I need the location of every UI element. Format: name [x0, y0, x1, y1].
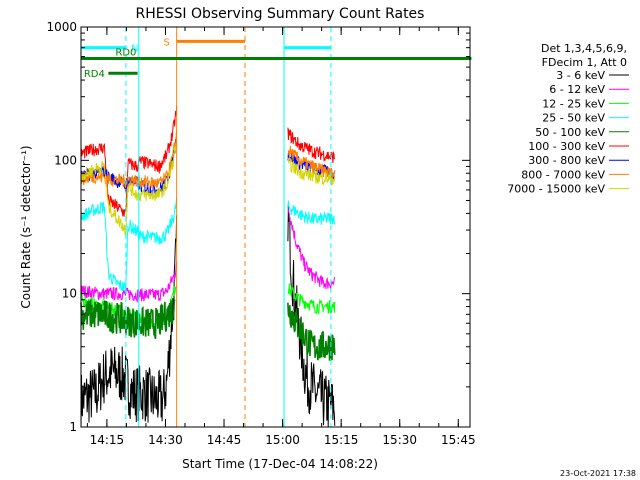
- legend: Det 1,3,4,5,6,9,FDecim 1, Att 03 - 6 keV…: [507, 42, 629, 196]
- legend-800-7000-kev-label: 800 - 7000 keV: [521, 168, 605, 181]
- legend-25-50-kev-label: 25 - 50 keV: [542, 112, 605, 125]
- flag-n: N: [81, 44, 331, 55]
- x-tick-label-1515: 15:15: [324, 433, 359, 447]
- flag-bars: N S RD0 RD4: [81, 37, 472, 80]
- x-tick-label-1500: 15:00: [265, 433, 300, 447]
- y-axis-label: Count Rate (s⁻¹ detector⁻¹): [19, 145, 33, 308]
- series-50-100-kev-line: [80, 299, 336, 361]
- legend-7000-15000-kev-label: 7000 - 15000 keV: [507, 183, 605, 196]
- flag-rd4: RD4: [84, 69, 138, 80]
- series-25-50-kev: [80, 196, 336, 294]
- series-100-300-kev: [80, 105, 335, 217]
- legend-12-25-kev-label: 12 - 25 keV: [542, 97, 605, 110]
- y-tick-label-10: 10: [62, 287, 77, 301]
- series-800-7000-kev: [80, 130, 336, 189]
- legend-header-0: Det 1,3,4,5,6,9,: [541, 42, 627, 55]
- series-7000-15000-kev-line: [80, 142, 336, 236]
- series-50-100-kev: [80, 299, 336, 361]
- x-tick-label-1545: 15:45: [441, 433, 476, 447]
- series-25-50-kev-line: [80, 196, 336, 294]
- event-lines: [125, 27, 332, 427]
- series-100-300-kev-line: [80, 105, 335, 217]
- y-tick-label-1: 1: [69, 420, 77, 434]
- flag-n-label: N: [131, 44, 138, 55]
- flag-rd4-label: RD4: [84, 69, 105, 80]
- legend-100-300-kev-label: 100 - 300 keV: [528, 140, 605, 153]
- x-tick-label-1430: 14:30: [148, 433, 183, 447]
- series-6-12-kev-line: [80, 204, 336, 304]
- series-7000-15000-kev: [80, 142, 336, 236]
- flag-rd0-label: RD0: [115, 48, 136, 59]
- chart-title: RHESSI Observing Summary Count Rates: [136, 6, 425, 22]
- y-tick-label-1000: 1000: [46, 20, 77, 34]
- timestamp: 23-Oct-2021 17:38: [560, 469, 636, 478]
- series-6-12-kev: [80, 204, 336, 304]
- axes: 1 10 100 1000 14:15 14:30 14:45 15:00 15:15 15:30…: [46, 20, 475, 447]
- legend-50-100-kev-label: 50 - 100 keV: [535, 126, 605, 139]
- plot-frame: [80, 26, 471, 428]
- x-axis-label: Start Time (17-Dec-04 14:08:22): [182, 457, 378, 471]
- x-tick-label-1530: 15:30: [382, 433, 417, 447]
- x-tick-label-1445: 14:45: [207, 433, 242, 447]
- data-layer: [80, 105, 336, 428]
- x-tick-label-1415: 14:15: [90, 433, 125, 447]
- series-800-7000-kev-line: [80, 130, 336, 189]
- legend-3-6-kev-label: 3 - 6 keV: [556, 69, 605, 82]
- flag-s: S: [163, 37, 245, 48]
- flag-rd0: RD0: [81, 48, 472, 61]
- legend-6-12-kev-label: 6 - 12 keV: [549, 83, 605, 96]
- y-tick-label-100: 100: [54, 153, 77, 167]
- legend-header-1: FDecim 1, Att 0: [542, 56, 627, 69]
- legend-300-800-kev-label: 300 - 800 keV: [528, 154, 605, 167]
- flag-s-label: S: [163, 37, 169, 48]
